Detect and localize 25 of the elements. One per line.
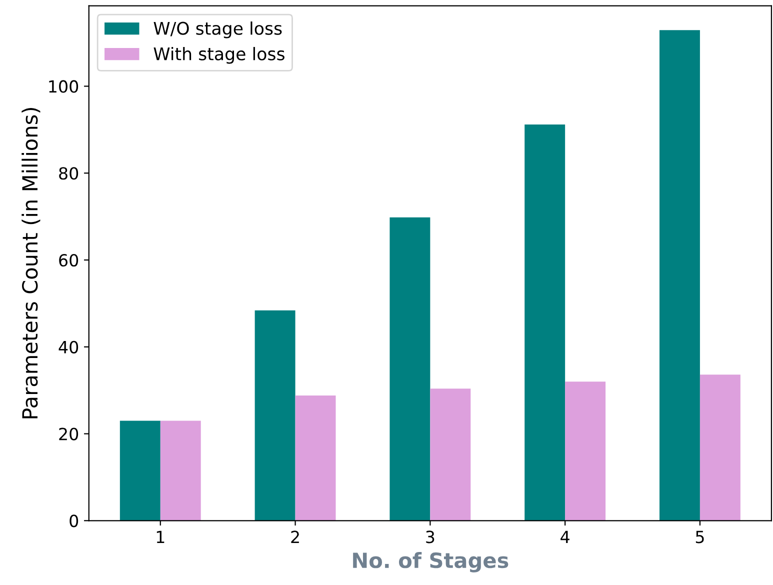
- y-tick-label: 80: [59, 167, 78, 180]
- x-tick-label: 5: [696, 530, 704, 544]
- bar: [700, 374, 740, 521]
- y-tick-label: 60: [59, 254, 78, 267]
- x-tick-label: 3: [426, 530, 434, 544]
- bar: [254, 310, 296, 521]
- legend-label: W/O stage loss: [154, 21, 282, 38]
- bar: [524, 124, 566, 521]
- y-tick-label: 100: [49, 80, 78, 93]
- bar: [120, 420, 160, 521]
- bar: [565, 382, 606, 521]
- y-tick-label: 0: [70, 514, 78, 528]
- bar: [160, 420, 201, 521]
- legend-label: With stage loss: [154, 46, 284, 64]
- x-tick-label: 1: [156, 530, 164, 544]
- y-tick-label: 40: [58, 340, 78, 354]
- y-tick-label: 20: [59, 428, 78, 440]
- x-tick-label: 4: [560, 530, 570, 544]
- bar: [390, 217, 430, 521]
- bar: [295, 396, 336, 521]
- y-axis-title: Parameters Count (in Millions): [22, 108, 40, 418]
- bar: [659, 30, 700, 521]
- x-axis-title: No. of Stages: [353, 552, 508, 572]
- x-tick-label: 2: [291, 530, 299, 544]
- bar: [430, 388, 471, 521]
